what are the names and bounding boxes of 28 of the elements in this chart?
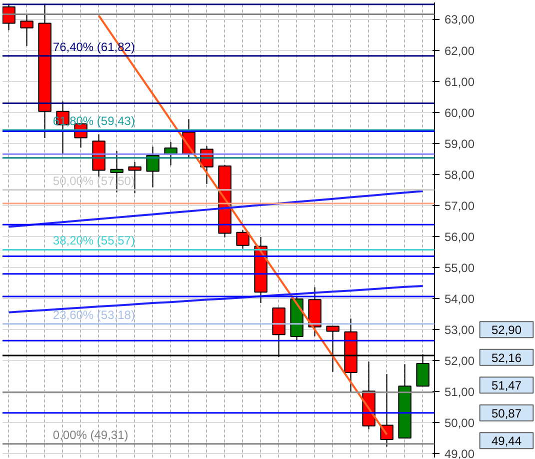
text: 50,87 <box>491 406 522 420</box>
y-tick-label: 52,00 <box>444 354 475 368</box>
y-tick-label: 55,00 <box>444 260 475 275</box>
y-tick-label: 63,00 <box>444 12 475 27</box>
text: 52,90 <box>491 323 522 338</box>
candlestick <box>236 230 250 250</box>
ref-line-label: 38,20% (55,57) <box>52 234 135 248</box>
candlestick <box>380 374 394 448</box>
y-tick-label: 60,00 <box>444 106 475 120</box>
text: 52,16 <box>491 350 522 365</box>
candlestick <box>20 13 34 46</box>
y-tick-label: 62,00 <box>444 44 475 58</box>
y-tick-label: 57,00 <box>444 198 475 213</box>
y-tick-label: 53,00 <box>444 322 475 337</box>
y-tick-label: 59,00 <box>444 136 475 151</box>
y-tick-label: 51,00 <box>444 384 475 399</box>
y-tick-label: 56,00 <box>444 230 475 244</box>
ref-line-label: 23,60% (53,18) <box>52 308 135 322</box>
y-tick-label: 54,00 <box>444 292 475 306</box>
y-tick-label: 58,00 <box>444 168 475 182</box>
candlestick <box>146 146 160 188</box>
ref-line-label: 0,00% (49,31) <box>52 428 128 442</box>
candlestick <box>2 3 16 31</box>
text: 51,47 <box>491 378 522 393</box>
y-tick-label: 50,00 <box>444 416 475 430</box>
line-series <box>8 190 424 228</box>
text: 49,44 <box>491 434 522 448</box>
y-tick-label: 61,00 <box>444 74 475 89</box>
